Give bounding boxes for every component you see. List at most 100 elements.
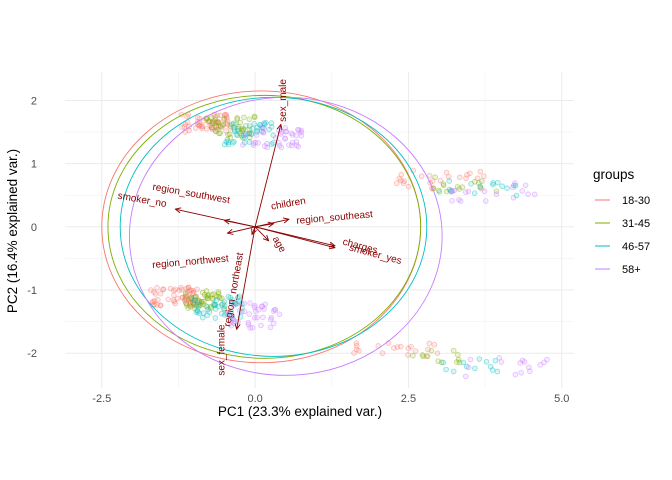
data-point [205, 292, 212, 298]
data-point [215, 290, 222, 297]
data-point [259, 124, 266, 131]
data-point [181, 297, 188, 304]
data-point [208, 124, 215, 131]
data-point [397, 343, 404, 350]
data-point [236, 130, 243, 136]
data-point [223, 310, 230, 317]
data-point [209, 295, 216, 302]
data-point [149, 299, 156, 306]
data-point [188, 296, 195, 302]
data-point [266, 126, 272, 133]
data-point [187, 295, 194, 302]
loading-label-layer: sex_malesex_femalesmoker_nosmoker_yesreg… [117, 79, 403, 376]
point-layer [148, 111, 550, 380]
data-point [186, 127, 192, 134]
legend-item-46-57: 46-57 [595, 241, 650, 253]
data-point [227, 125, 234, 131]
data-point [171, 287, 177, 294]
data-point [205, 295, 211, 302]
data-point [211, 291, 217, 297]
data-point [187, 301, 194, 307]
data-point [541, 359, 547, 366]
data-point [214, 126, 221, 133]
loading-arrow-layer [174, 123, 336, 331]
data-point [247, 134, 253, 141]
data-point [232, 300, 239, 307]
data-point [183, 300, 189, 306]
data-point [209, 124, 215, 131]
data-point [221, 305, 228, 312]
data-point [209, 126, 216, 133]
data-point [187, 302, 193, 309]
data-point [182, 290, 189, 296]
data-point [241, 132, 247, 139]
data-point [167, 285, 174, 292]
data-point [221, 141, 228, 148]
data-point [482, 198, 489, 204]
data-point [192, 297, 198, 303]
data-point [213, 297, 220, 303]
data-point [446, 178, 453, 184]
data-point [252, 308, 259, 315]
data-point [172, 286, 179, 293]
data-point [391, 345, 397, 351]
data-point [435, 187, 442, 194]
data-point [519, 357, 526, 364]
data-point [188, 287, 194, 294]
data-point [194, 121, 201, 128]
data-point [450, 368, 457, 375]
legend-item-18-30: 18-30 [595, 195, 650, 207]
data-point [278, 144, 285, 151]
data-point [504, 185, 510, 192]
data-point [221, 298, 228, 305]
data-point [379, 350, 386, 356]
data-point [230, 124, 237, 130]
data-point [405, 345, 412, 352]
data-point [215, 119, 221, 126]
data-point [196, 297, 202, 304]
data-point [216, 295, 223, 301]
data-point [223, 138, 230, 145]
data-point [449, 188, 456, 194]
data-point [225, 139, 232, 146]
data-point [206, 309, 213, 315]
data-point [463, 363, 470, 370]
data-point [288, 130, 295, 137]
data-point [267, 316, 274, 323]
data-point [261, 143, 268, 149]
data-point [476, 180, 482, 186]
data-point [235, 298, 242, 305]
data-point [215, 118, 222, 125]
data-point [492, 357, 499, 364]
data-point [194, 301, 201, 308]
data-point [214, 112, 221, 119]
data-point [165, 296, 172, 303]
data-point [207, 305, 214, 311]
legend-label: 31-45 [622, 218, 650, 230]
data-point [457, 174, 463, 181]
legend-title: groups [593, 167, 635, 182]
data-point [289, 139, 296, 146]
data-point [512, 180, 518, 187]
data-point [223, 112, 230, 118]
x-tick-label: 0.0 [247, 393, 262, 405]
data-point [426, 340, 433, 347]
data-point [213, 123, 220, 129]
data-point [283, 128, 290, 135]
data-point [179, 124, 185, 131]
data-point [518, 369, 524, 376]
loading-label-children: children [270, 196, 306, 213]
legend-item-31-45: 31-45 [595, 218, 650, 230]
data-point [196, 310, 203, 316]
data-point [192, 125, 199, 131]
data-point [410, 352, 416, 359]
y-tick-label: -2 [27, 348, 37, 360]
data-point [170, 297, 177, 303]
data-point [195, 308, 201, 315]
x-axis-title: PC1 (23.3% explained var.) [218, 404, 382, 419]
data-point [190, 300, 197, 307]
data-point [263, 120, 269, 126]
data-point [160, 286, 167, 292]
data-point [443, 169, 450, 176]
data-point [249, 324, 256, 331]
